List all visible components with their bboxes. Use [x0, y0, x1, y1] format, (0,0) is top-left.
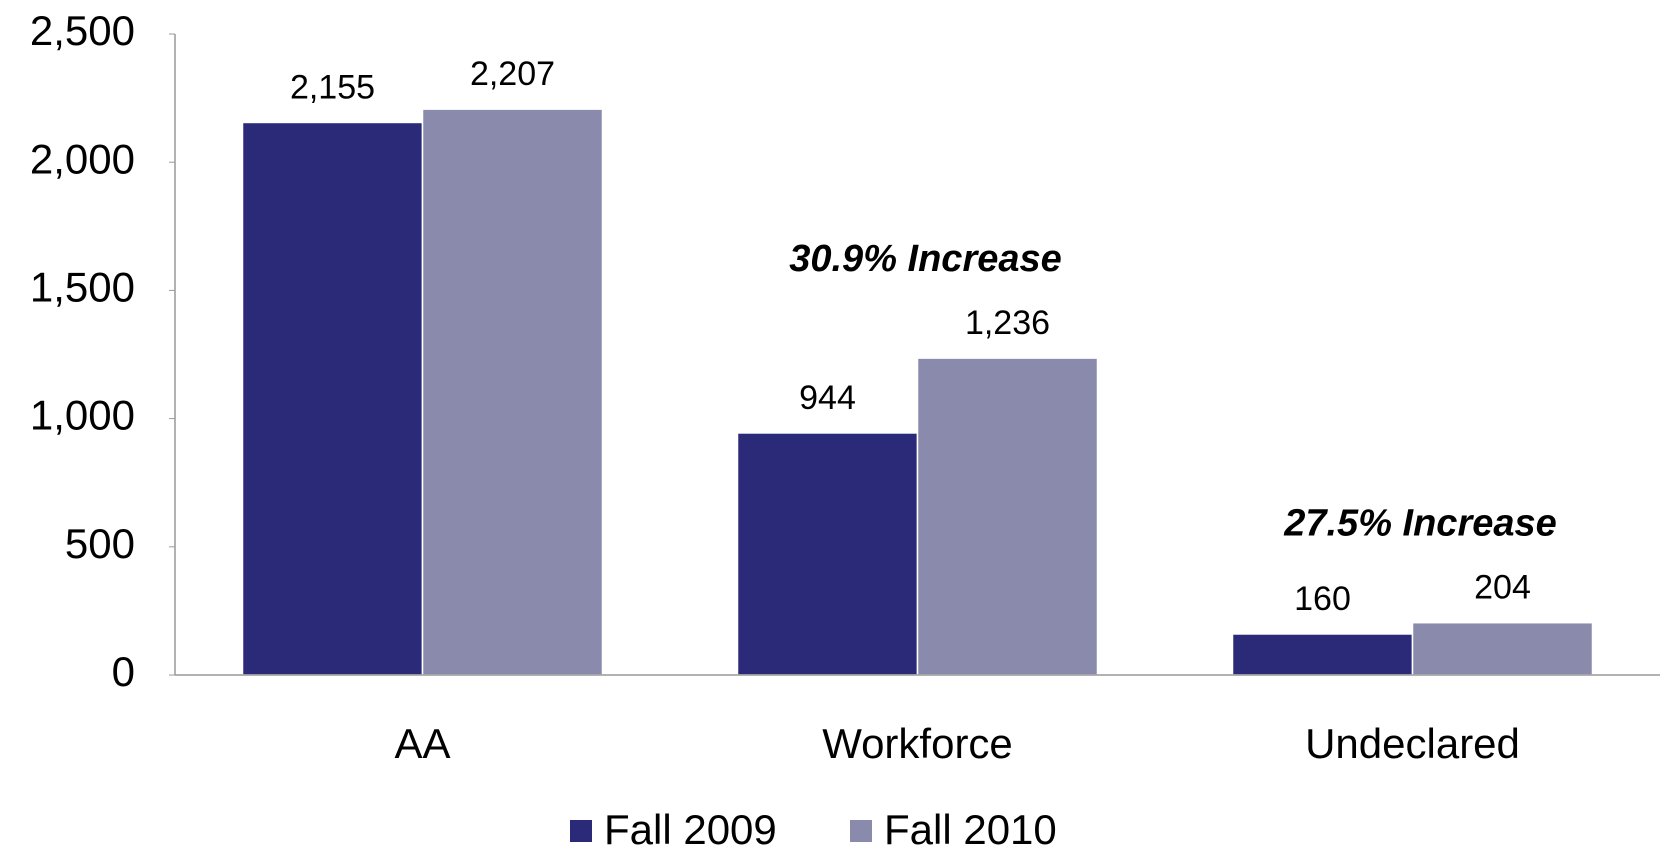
bar [736, 432, 919, 676]
y-tick-label: 2,500 [30, 7, 135, 54]
value-label: 1,236 [965, 304, 1050, 342]
y-tick-label: 2,000 [30, 135, 135, 182]
legend-label: Fall 2010 [884, 806, 1057, 849]
value-label: 944 [799, 379, 856, 417]
legend-label: Fall 2009 [604, 806, 777, 849]
bar [241, 121, 424, 676]
y-tick-label: 500 [65, 520, 135, 567]
x-tick-label: Workforce [822, 720, 1013, 767]
y-tick-label: 1,500 [30, 263, 135, 310]
legend-swatch [570, 820, 592, 842]
value-label: 204 [1474, 569, 1531, 607]
legend-swatch [850, 820, 872, 842]
annotation: 30.9% Increase [789, 238, 1062, 280]
y-tick-label: 0 [112, 648, 135, 695]
x-tick-label: AA [394, 720, 450, 767]
bar [916, 357, 1099, 676]
bar [1231, 633, 1414, 676]
y-tick-label: 1,000 [30, 392, 135, 439]
bar [1411, 621, 1594, 676]
x-tick-label: Undeclared [1305, 720, 1520, 767]
value-label: 160 [1294, 580, 1351, 618]
value-label: 2,155 [290, 68, 375, 106]
value-label: 2,207 [470, 55, 555, 93]
bar [421, 108, 604, 676]
annotation: 27.5% Increase [1283, 503, 1557, 545]
